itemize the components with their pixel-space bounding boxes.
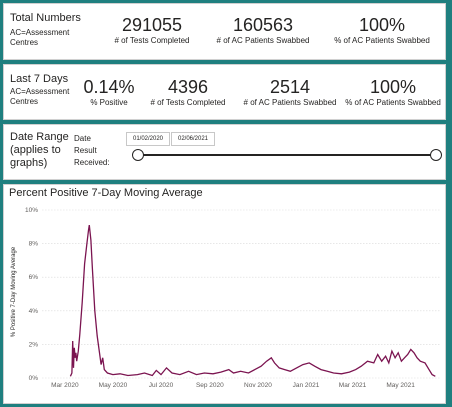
y-tick-label: 6% [29,274,39,281]
x-tick-label: Nov 2020 [244,382,272,389]
last-7-days-card: Last 7 Days AC=Assessment Centres 0.14% … [3,64,446,120]
total-ac-swabbed-kpi: 160563 # of AC Patients Swabbed [199,14,327,46]
y-axis-label: % Positive 7-Day Moving Average [11,246,17,337]
kpi-value: 2514 [269,77,311,97]
field-label-result: Result [74,146,97,155]
kpi-value: 100% [369,77,417,97]
last7-positive-kpi: 0.14% % Positive [76,76,142,108]
kpi-label: # of Tests Completed [150,98,226,107]
x-tick-label: Mar 2020 [51,382,79,389]
x-tick-label: Mar 2021 [339,382,367,389]
kpi-label: # of AC Patients Swabbed [243,98,337,107]
kpi-label: # of Tests Completed [114,36,190,45]
field-label-received: Received: [74,158,110,167]
last-7-days-subtitle: AC=Assessment Centres [10,87,70,106]
date-slider-track[interactable] [138,154,436,156]
y-axis-ticks: 0% 2% 4% 6% 8% 10% [25,207,38,382]
last7-tests-kpi: 4396 # of Tests Completed [140,76,236,108]
x-tick-label: Jul 2020 [149,382,174,389]
series-line [69,224,436,377]
x-tick-label: May 2021 [386,382,415,389]
total-numbers-card: Total Numbers AC=Assessment Centres 2910… [3,3,446,60]
date-range-title-line3: graphs) [10,157,48,169]
field-label-date: Date [74,134,91,143]
kpi-value: 4396 [167,77,209,97]
date-slider-end-handle[interactable] [430,149,442,161]
total-ac-swabbed-pct-kpi: 100% % of AC Patients Swabbed [320,14,444,46]
x-tick-label: May 2020 [99,382,128,389]
x-axis-ticks: Mar 2020 May 2020 Jul 2020 Sep 2020 Nov 2020… [51,382,415,389]
chart-gridlines [42,209,440,379]
chart-card [3,184,446,404]
kpi-label: # of AC Patients Swabbed [216,36,310,45]
x-tick-label: Sep 2020 [196,382,224,389]
y-tick-label: 0% [29,375,39,382]
date-slider-start-handle[interactable] [132,149,144,161]
total-numbers-subtitle: AC=Assessment Centres [10,28,70,47]
last7-ac-swabbed-kpi: 2514 # of AC Patients Swabbed [236,76,344,108]
kpi-value: 160563 [232,15,294,35]
x-tick-label: Jan 2021 [293,382,320,389]
date-range-card: Date Range (applies to graphs) Date Resu… [3,124,446,180]
end-date-input[interactable]: 02/06/2021 [171,132,215,146]
kpi-value: 0.14% [83,77,135,97]
y-tick-label: 10% [25,207,38,214]
last7-ac-swabbed-pct-kpi: 100% % of AC Patients Swabbed [340,76,446,108]
y-tick-label: 4% [29,308,39,315]
date-range-title: Date Range [10,131,69,143]
total-numbers-title: Total Numbers [10,12,81,24]
y-tick-label: 2% [29,341,39,348]
kpi-label: % of AC Patients Swabbed [334,36,430,45]
start-date-input[interactable]: 01/02/2020 [126,132,170,146]
kpi-label: % of AC Patients Swabbed [345,98,441,107]
last-7-days-title: Last 7 Days [10,73,69,85]
y-tick-label: 8% [29,241,39,248]
total-tests-kpi: 291055 # of Tests Completed [88,14,216,46]
date-range-title-line2: (applies to [10,144,61,156]
chart-title: Percent Positive 7-Day Moving Average [9,187,203,199]
kpi-value: 100% [358,15,406,35]
kpi-label: % Positive [90,98,128,107]
kpi-value: 291055 [121,15,183,35]
